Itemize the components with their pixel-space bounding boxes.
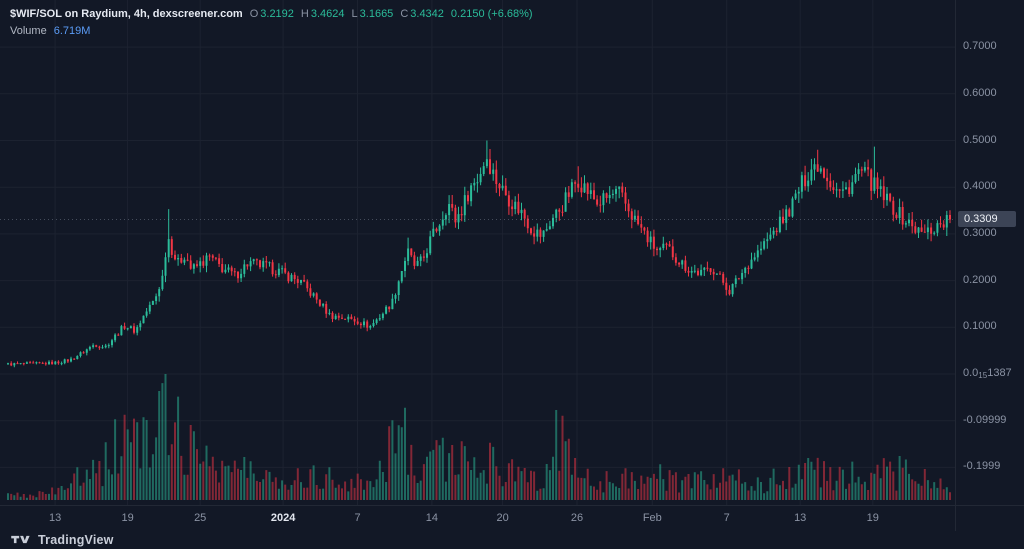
time-tick: 7	[354, 512, 361, 524]
price-tick-zero: 0.0151387	[963, 367, 1012, 380]
candlestick-chart	[0, 0, 955, 505]
time-tick: 19	[121, 512, 134, 524]
time-tick: 14	[425, 512, 439, 524]
price-tick: -0.1999	[963, 460, 1001, 473]
volume-label[interactable]: Volume	[10, 25, 47, 37]
footer-bar: TradingView	[0, 530, 1024, 549]
last-price-badge: 0.3309	[958, 211, 1016, 228]
time-tick: 19	[866, 512, 879, 524]
price-tick: 0.6000	[963, 86, 997, 99]
time-tick: 13	[48, 512, 62, 524]
price-tick: -0.09999	[963, 413, 1007, 426]
tradingview-logo-icon[interactable]	[10, 533, 32, 546]
price-tick: 0.5000	[963, 133, 997, 146]
time-axis[interactable]: 13 19 25 2024 7 14 20 26 Feb 7 13 19	[0, 505, 955, 531]
chart-legend: $WIF/SOL on Raydium, 4h, dexscreener.com…	[10, 8, 533, 38]
tradingview-wordmark[interactable]: TradingView	[38, 532, 114, 547]
ohlc-high: H 3.4624	[300, 8, 345, 20]
chart-canvas[interactable]	[0, 0, 955, 505]
price-tick: 0.1000	[963, 320, 997, 333]
ohlc-close: C 3.4342	[400, 8, 444, 20]
legend-symbol-row: $WIF/SOL on Raydium, 4h, dexscreener.com…	[10, 8, 533, 21]
price-tick: 0.7000	[963, 40, 997, 53]
price-tick: 0.3000	[963, 226, 997, 239]
volume-value: 6.719M	[53, 25, 91, 37]
price-change: 0.2150 (+6.68%)	[450, 8, 533, 20]
ohlc-open: O 3.2192	[249, 8, 294, 20]
legend-volume-row: Volume 6.719M	[10, 25, 533, 38]
price-tick: 0.2000	[963, 273, 997, 286]
price-tick: 0.4000	[963, 180, 997, 193]
time-tick: 13	[794, 512, 807, 524]
ohlc-low: L 3.1665	[351, 8, 394, 20]
symbol-title[interactable]: $WIF/SOL on Raydium, 4h, dexscreener.com	[10, 8, 243, 20]
time-tick: 7	[723, 512, 730, 524]
time-tick: Feb	[642, 512, 662, 524]
price-axis[interactable]: 0.0151387 0.3309 0.7000 0.6000 0.5000 0.400…	[955, 0, 1024, 505]
time-tick: 20	[496, 512, 509, 524]
axis-corner	[955, 505, 1024, 531]
time-tick: 2024	[270, 512, 296, 524]
time-tick: 25	[194, 512, 207, 524]
time-tick: 26	[570, 512, 584, 524]
